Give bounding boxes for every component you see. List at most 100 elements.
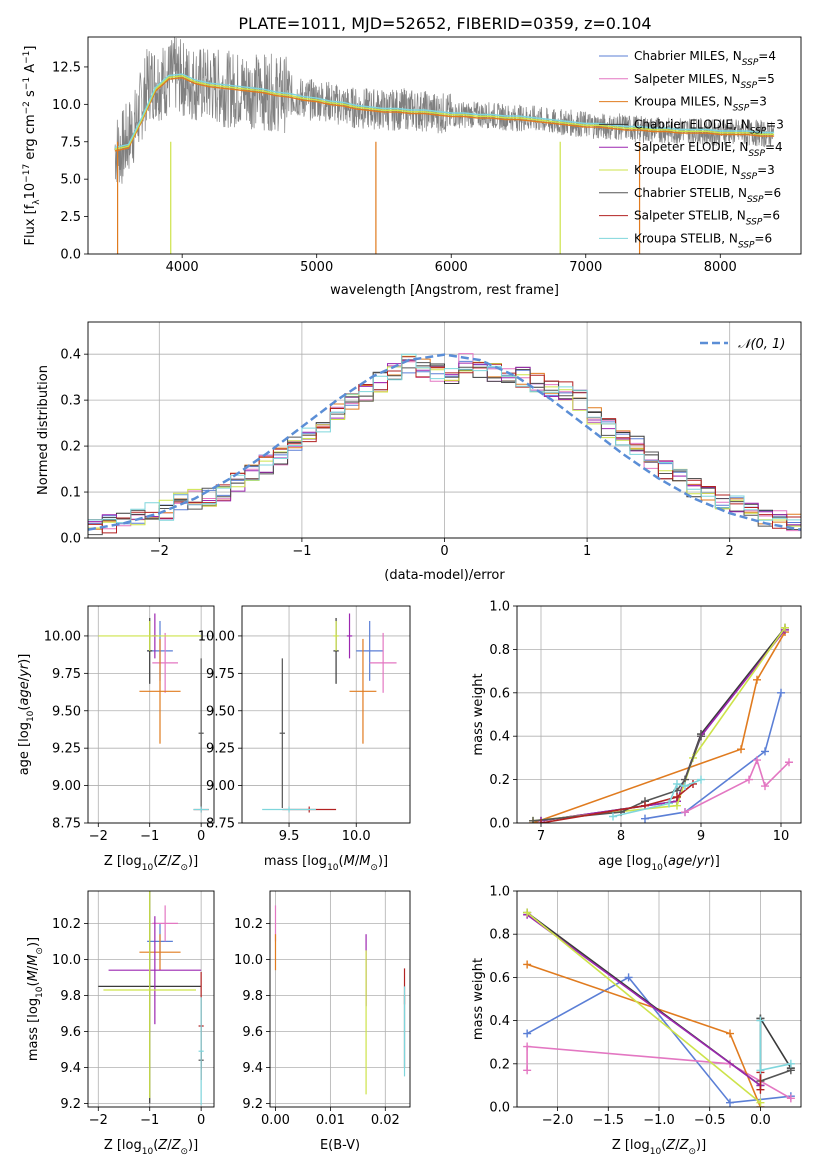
label-part: 10 (142, 1147, 154, 1157)
label-part: M (26, 955, 41, 966)
label-part: =6 (764, 186, 782, 200)
label-part: Chabrier ELODIE, N (634, 117, 750, 131)
mass-weight-line (540, 627, 786, 822)
label-part: ⊙ (688, 1147, 696, 1157)
mass-weight-line (759, 1020, 792, 1072)
label-part: / (355, 854, 360, 869)
label-part: / (167, 854, 172, 869)
data-point-marker (785, 758, 793, 767)
x-tick-label: −1.0 (643, 1113, 675, 1128)
x-tick-label: 9.5 (279, 829, 300, 844)
data-point-marker (756, 1098, 765, 1107)
x-axis-label: Z [log10(Z/Z⊙)] (104, 1138, 198, 1157)
legend-entry: Chabrier MILES, NSSP=4 (634, 49, 776, 68)
x-tick-label: 5000 (300, 260, 333, 275)
y-tick-label: 12.5 (52, 60, 81, 75)
residuals-plot-area (88, 353, 801, 536)
axes-frame (516, 605, 802, 824)
legend-entry: Chabrier STELIB, NSSP=6 (634, 186, 781, 205)
mass-vs-metallicity-panel-plot-area (98, 891, 204, 1106)
y-tick-label: 7.5 (60, 135, 81, 150)
y-tick-label: 0.2 (489, 1057, 510, 1072)
label-part: mass [log (264, 854, 327, 869)
label-part: 10 (142, 863, 154, 873)
x-tick-label: −0.5 (694, 1113, 726, 1128)
x-tick-label: 0.02 (371, 1113, 400, 1128)
y-tick-label: 10.00 (44, 629, 81, 644)
y-tick-label: 0.8 (489, 643, 510, 658)
y-tick-label: 0.4 (489, 730, 510, 745)
y-tick-label: 9.8 (242, 989, 263, 1004)
spectrum-plot-area (114, 37, 775, 254)
label-part: =6 (762, 209, 780, 223)
label-part: )] (378, 854, 388, 869)
y-tick-label: 0.0 (60, 532, 81, 547)
label-part: Chabrier STELIB, N (634, 186, 747, 200)
label-part: / (26, 965, 41, 970)
x-tick-label: 0 (197, 1113, 205, 1128)
y-tick-label: 9.75 (206, 667, 235, 682)
y-axis-label: mass weight (471, 673, 486, 755)
x-tick-label: 10 (773, 829, 790, 844)
y-tick-label: 10.0 (234, 953, 263, 968)
data-point-marker (753, 756, 761, 765)
age-vs-mass-panel: 9.5 10.0 8.75 9.00 9.25 9.50 9.75 10.00 mass [lo… (198, 605, 411, 873)
label-part: −1 (22, 51, 32, 64)
label-part: )] (17, 654, 32, 664)
spectrum-panel: 4000 5000 6000 7000 8000 0.0 2.5 5.0 7.5 10.0 12.5… (22, 36, 802, 298)
axes-frame (87, 605, 215, 824)
y-tick-label: 9.50 (52, 704, 81, 719)
mass-weight-line (540, 629, 786, 822)
label-part: A (23, 64, 38, 77)
label-part: ( (663, 854, 668, 869)
label-part: 10 (26, 710, 36, 722)
age-vs-mass-panel-plot-area (262, 613, 397, 813)
data-point-marker (673, 801, 681, 810)
data-point-marker (523, 908, 532, 917)
y-tick-label: 9.2 (60, 1097, 81, 1112)
label-part: ( (339, 854, 344, 869)
x-tick-label: 10.0 (342, 829, 371, 844)
data-point-marker (673, 792, 681, 801)
x-axis-label: Z [log10(Z/Z⊙)] (104, 854, 198, 873)
label-part: erg cm (23, 114, 38, 163)
y-axis-label: age [log10(age/yr)] (17, 654, 36, 776)
mass-weight-line (644, 692, 782, 820)
x-tick-label: 0.01 (316, 1113, 345, 1128)
label-part: SSP (733, 104, 750, 114)
data-point-marker (753, 675, 761, 684)
model-spectrum-line (114, 75, 775, 150)
x-tick-label: −2.0 (542, 1113, 574, 1128)
model-spectrum-line (114, 73, 775, 149)
label-part: M (344, 854, 355, 869)
label-part: =3 (757, 163, 775, 177)
label-part: SSP (741, 172, 758, 182)
axes-frame (87, 36, 802, 255)
legend-entry: Kroupa STELIB, NSSP=6 (634, 231, 772, 250)
y-tick-label: 9.2 (242, 1097, 263, 1112)
y-tick-label: 0.2 (60, 440, 81, 455)
x-tick-label: 2 (726, 544, 734, 559)
label-part: / (692, 854, 697, 869)
label-part: Z (157, 854, 168, 869)
x-tick-label: −1 (140, 1113, 159, 1128)
label-part: Kroupa ELODIE, N (634, 163, 741, 177)
x-tick-label: 0.00 (261, 1113, 290, 1128)
x-tick-label: −2 (89, 1113, 108, 1128)
label-part: =5 (757, 72, 775, 86)
label-part: SSP (746, 218, 763, 228)
mass-weight-vs-metallicity-panel-plot-area (523, 908, 795, 1107)
label-part: ⊙ (180, 1147, 188, 1157)
x-axis-label: wavelength [Angstrom, rest frame] (330, 283, 559, 298)
label-part: E(B-V) (320, 1138, 360, 1153)
legend-entry: 𝒩(0, 1) (738, 337, 785, 352)
y-tick-label: 0.1 (60, 486, 81, 501)
x-tick-label: −2 (150, 544, 169, 559)
data-point-marker (681, 782, 689, 791)
label-part: )] (188, 854, 198, 869)
label-part: λ (32, 199, 42, 205)
y-tick-label: 9.00 (206, 779, 235, 794)
y-tick-label: 8.75 (206, 817, 235, 832)
label-part: M (359, 854, 370, 869)
